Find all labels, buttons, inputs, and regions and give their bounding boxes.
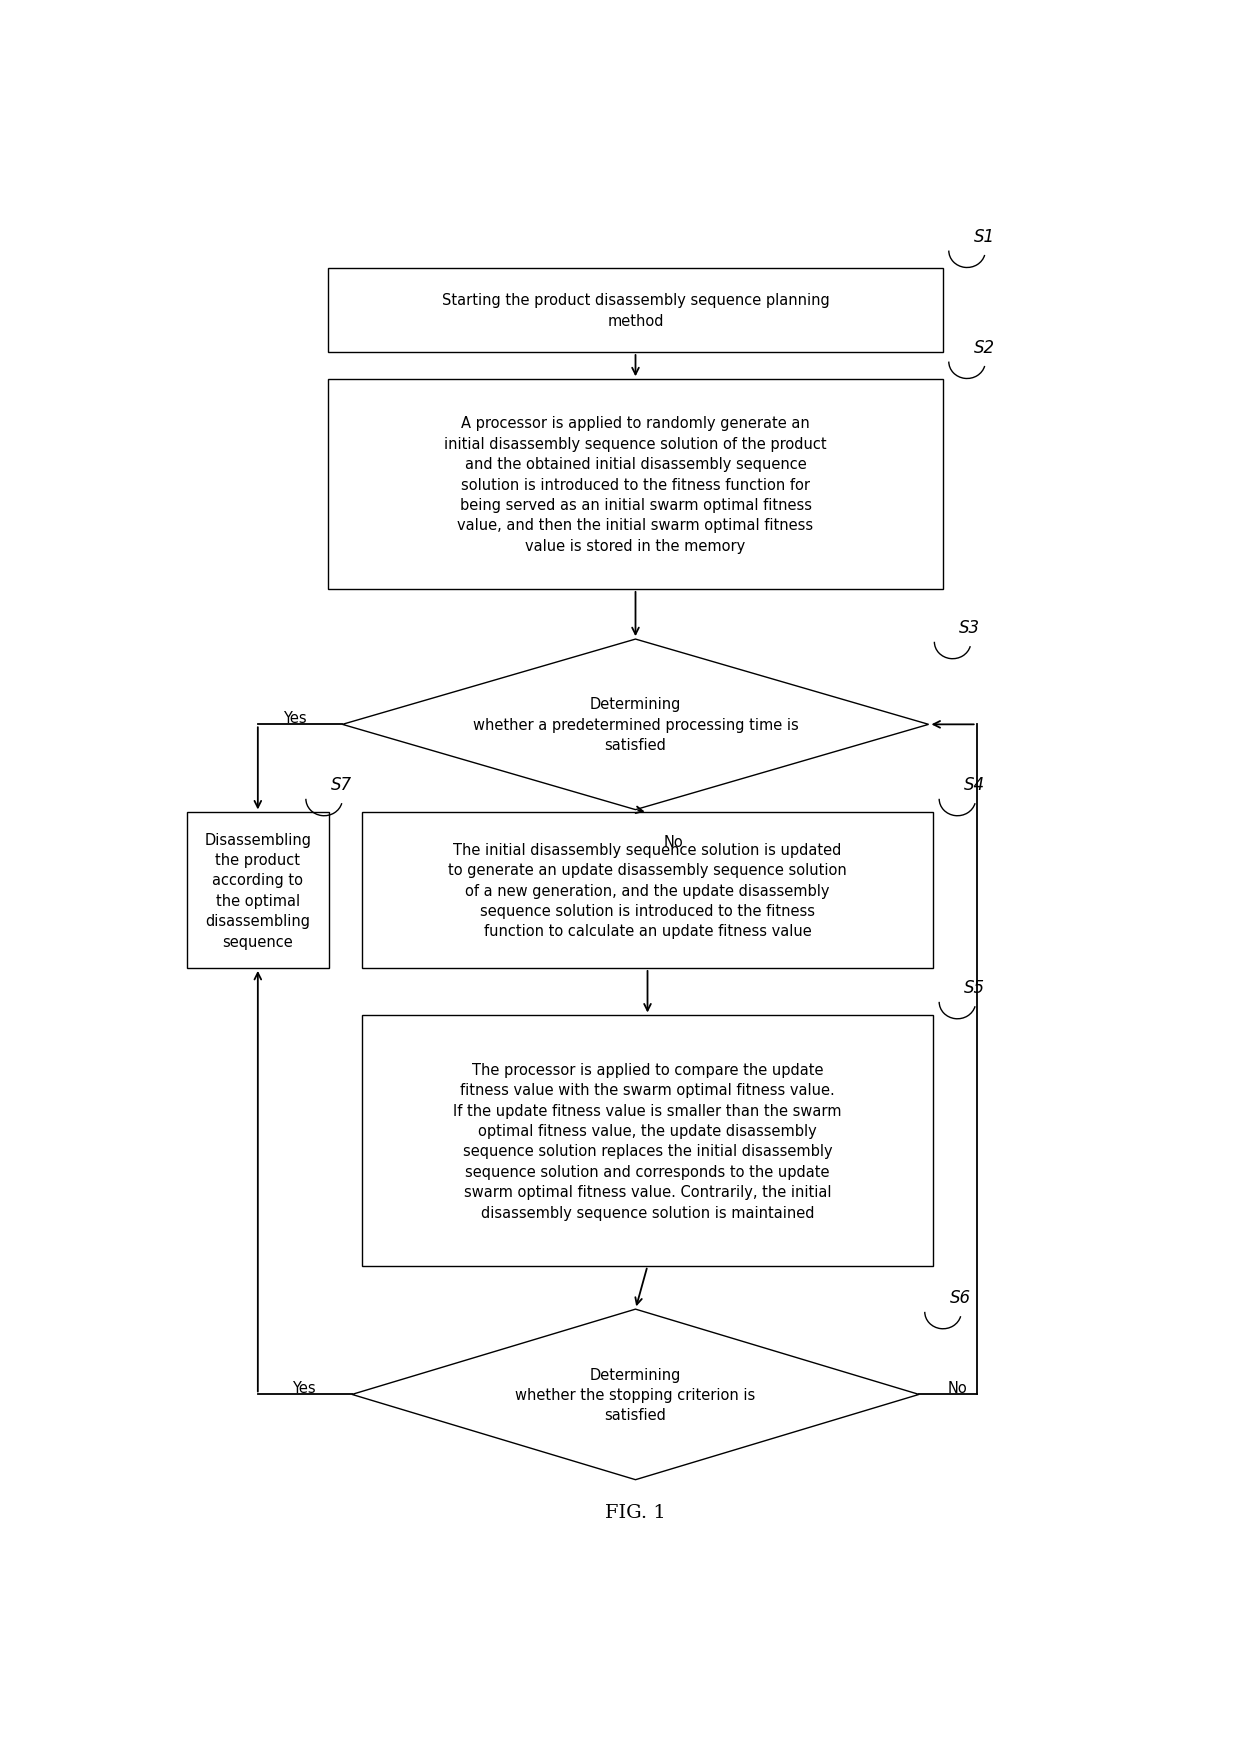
FancyBboxPatch shape	[327, 380, 944, 590]
Text: The processor is applied to compare the update
fitness value with the swarm opti: The processor is applied to compare the …	[454, 1061, 842, 1219]
Text: FIG. 1: FIG. 1	[605, 1504, 666, 1522]
Text: No: No	[665, 835, 683, 850]
Text: S7: S7	[331, 777, 352, 794]
Text: S3: S3	[960, 618, 981, 638]
Polygon shape	[342, 640, 929, 810]
FancyBboxPatch shape	[362, 1016, 934, 1267]
Text: S4: S4	[965, 777, 986, 794]
FancyBboxPatch shape	[187, 813, 329, 968]
Text: Disassembling
the product
according to
the optimal
disassembling
sequence: Disassembling the product according to t…	[205, 833, 311, 949]
Text: S5: S5	[965, 979, 986, 996]
Text: Yes: Yes	[283, 710, 306, 726]
Text: A processor is applied to randomly generate an
initial disassembly sequence solu: A processor is applied to randomly gener…	[444, 416, 827, 553]
Text: S6: S6	[950, 1288, 971, 1307]
Text: Starting the product disassembly sequence planning
method: Starting the product disassembly sequenc…	[441, 293, 830, 329]
Text: Yes: Yes	[293, 1381, 316, 1395]
FancyBboxPatch shape	[362, 813, 934, 968]
Text: The initial disassembly sequence solution is updated
to generate an update disas: The initial disassembly sequence solutio…	[448, 842, 847, 938]
Polygon shape	[352, 1309, 919, 1479]
FancyBboxPatch shape	[327, 269, 944, 353]
Text: S1: S1	[973, 228, 994, 246]
Text: No: No	[947, 1381, 967, 1395]
Text: S2: S2	[973, 339, 994, 357]
Text: Determining
whether the stopping criterion is
satisfied: Determining whether the stopping criteri…	[516, 1367, 755, 1423]
Text: Determining
whether a predetermined processing time is
satisfied: Determining whether a predetermined proc…	[472, 698, 799, 752]
